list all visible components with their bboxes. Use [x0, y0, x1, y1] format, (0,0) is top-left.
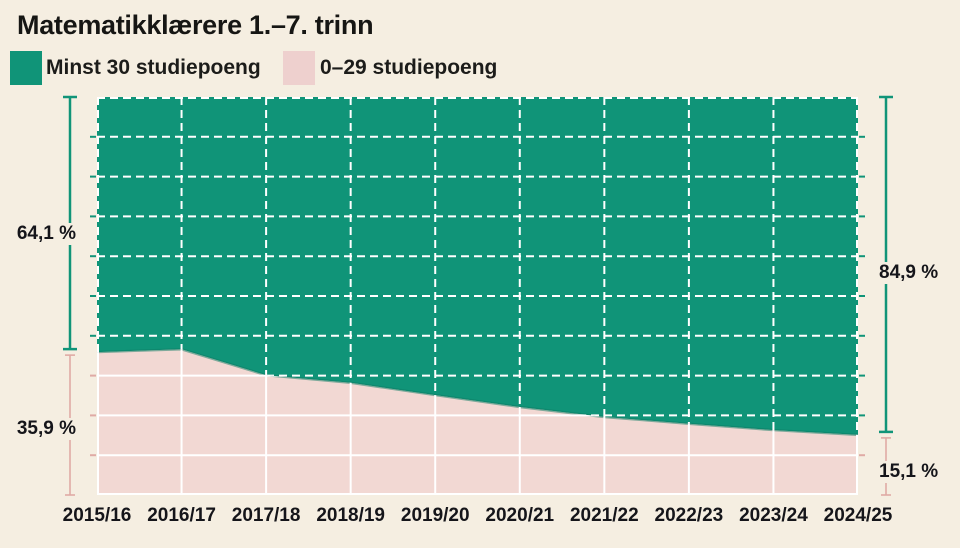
annotation-start-pink-pct: 35,9 % [6, 418, 78, 440]
x-tick-label: 2015/16 [62, 505, 132, 526]
legend-label-minst-30: Minst 30 studiepoeng [46, 56, 261, 79]
x-tick-label: 2023/24 [739, 505, 808, 526]
x-tick-label: 2022/23 [654, 505, 724, 526]
legend-swatch-minst-30 [10, 51, 42, 85]
chart-title: Matematikklærere 1.–7. trinn [17, 10, 374, 40]
x-tick-label: 2017/18 [231, 505, 301, 526]
x-tick-label: 2018/19 [316, 505, 385, 526]
x-tick-label: 2019/20 [400, 505, 470, 526]
area-minst-30-studiepoeng [97, 97, 858, 435]
x-tick-label: 2024/25 [823, 505, 893, 526]
axis-ticks [90, 135, 865, 457]
legend-label-0-29: 0–29 studiepoeng [320, 56, 498, 79]
annotation-start-green-pct: 64,1 % [6, 223, 78, 245]
x-tick-label: 2021/22 [569, 505, 639, 526]
x-tick-label: 2016/17 [147, 505, 216, 526]
x-tick-label: 2020/21 [485, 505, 555, 526]
annotation-end-green-pct: 84,9 % [876, 262, 939, 284]
legend-swatch-0-29 [283, 51, 315, 85]
area-0-29-studiepoeng [97, 349, 858, 495]
series-boundary-line [96, 348, 859, 437]
annotation-end-pink-pct: 15,1 % [876, 461, 939, 483]
